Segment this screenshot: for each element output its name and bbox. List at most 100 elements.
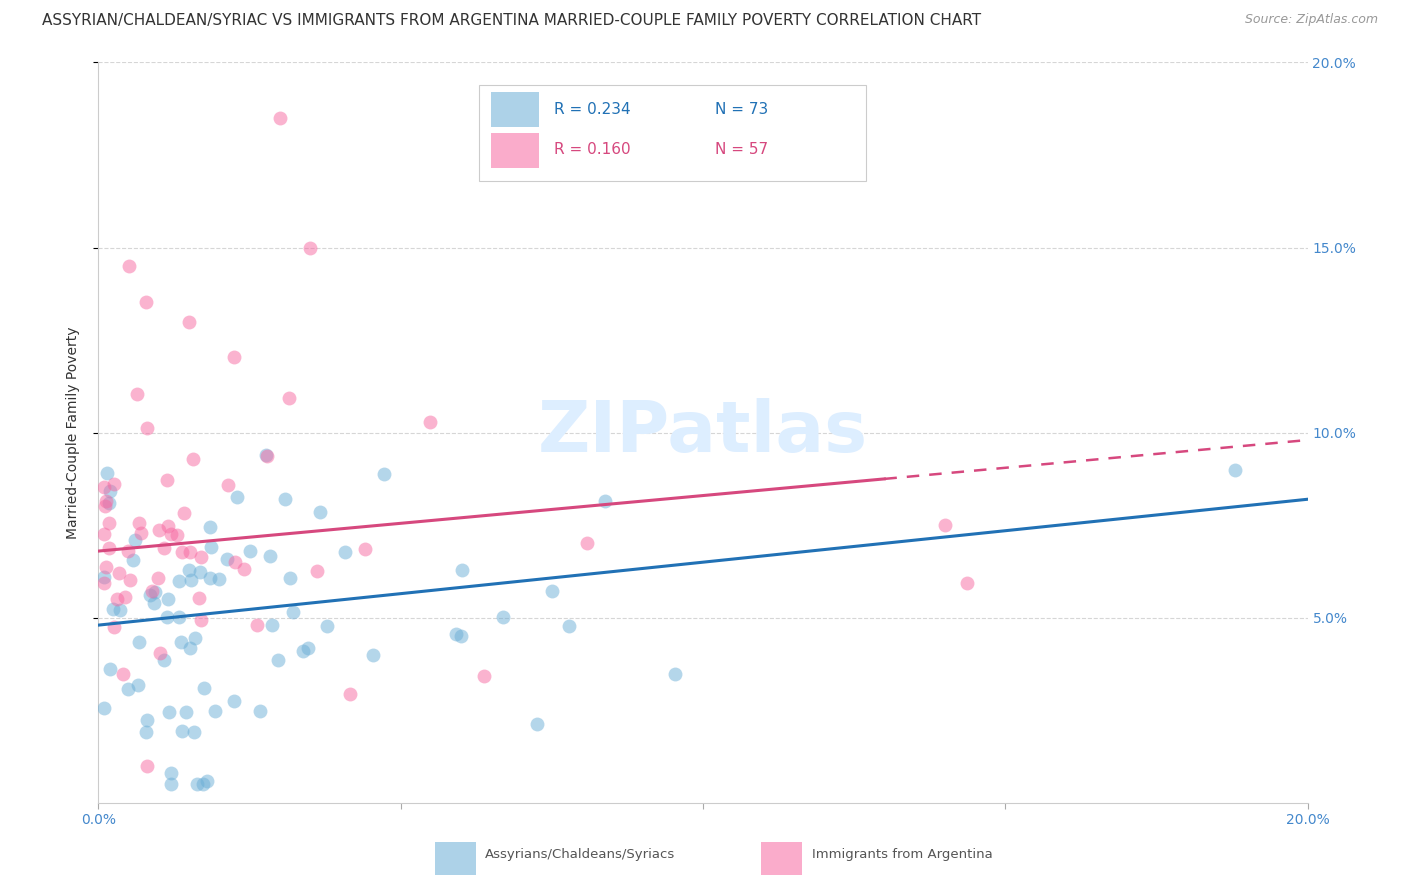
- Point: [160, 766, 183, 780]
- Y-axis label: Married-Couple Family Poverty: Married-Couple Family Poverty: [66, 326, 80, 539]
- Point: [111, 667, 134, 681]
- Point: [157, 592, 180, 607]
- Point: [191, 777, 214, 791]
- Point: [179, 563, 201, 577]
- Point: [664, 667, 686, 681]
- Point: [93, 701, 115, 715]
- Point: [217, 478, 239, 492]
- Point: [118, 573, 141, 587]
- Point: [183, 725, 205, 739]
- Point: [260, 618, 283, 632]
- Point: [239, 544, 262, 558]
- Point: [103, 620, 125, 634]
- Point: [280, 571, 302, 585]
- Point: [160, 777, 183, 791]
- Point: [157, 705, 180, 719]
- Text: N = 73: N = 73: [716, 102, 768, 117]
- Point: [593, 493, 616, 508]
- Point: [167, 610, 190, 624]
- Point: [193, 681, 215, 695]
- Text: Immigrants from Argentina: Immigrants from Argentina: [811, 848, 993, 861]
- Point: [200, 519, 222, 533]
- Point: [1223, 462, 1246, 476]
- Point: [93, 480, 115, 494]
- Point: [269, 111, 291, 125]
- Point: [207, 572, 229, 586]
- FancyBboxPatch shape: [492, 133, 538, 168]
- Point: [145, 585, 167, 599]
- FancyBboxPatch shape: [479, 85, 866, 181]
- Point: [373, 467, 395, 482]
- Point: [103, 476, 125, 491]
- Text: R = 0.160: R = 0.160: [554, 143, 631, 157]
- Point: [254, 448, 277, 462]
- Point: [96, 466, 118, 480]
- Text: R = 0.234: R = 0.234: [554, 102, 631, 117]
- Point: [233, 562, 256, 576]
- Point: [184, 631, 207, 645]
- Point: [149, 646, 172, 660]
- Point: [186, 777, 208, 791]
- Point: [540, 584, 562, 599]
- Point: [307, 564, 329, 578]
- FancyBboxPatch shape: [492, 92, 538, 127]
- Point: [146, 571, 169, 585]
- Point: [174, 705, 197, 719]
- Point: [297, 641, 319, 656]
- Point: [204, 704, 226, 718]
- Point: [141, 583, 163, 598]
- Point: [492, 610, 515, 624]
- Point: [172, 724, 194, 739]
- Point: [180, 573, 202, 587]
- Text: ZIPatlas: ZIPatlas: [538, 398, 868, 467]
- Point: [136, 713, 159, 727]
- Point: [179, 314, 201, 328]
- Point: [101, 602, 124, 616]
- Point: [224, 555, 246, 569]
- Text: ASSYRIAN/CHALDEAN/SYRIAC VS IMMIGRANTS FROM ARGENTINA MARRIED-COUPLE FAMILY POVE: ASSYRIAN/CHALDEAN/SYRIAC VS IMMIGRANTS F…: [42, 13, 981, 29]
- Point: [179, 640, 201, 655]
- Point: [135, 724, 157, 739]
- Point: [128, 516, 150, 531]
- Point: [98, 541, 121, 555]
- Point: [93, 526, 115, 541]
- Point: [299, 240, 322, 255]
- Point: [190, 565, 212, 579]
- Point: [156, 519, 179, 533]
- Point: [557, 619, 579, 633]
- Point: [148, 524, 170, 538]
- Point: [170, 544, 193, 558]
- Point: [200, 540, 222, 554]
- Point: [129, 525, 152, 540]
- Text: Source: ZipAtlas.com: Source: ZipAtlas.com: [1244, 13, 1378, 27]
- Point: [200, 571, 222, 585]
- Point: [124, 533, 146, 548]
- Point: [93, 576, 115, 591]
- Point: [156, 473, 179, 487]
- Point: [117, 681, 139, 696]
- Point: [339, 687, 361, 701]
- Point: [281, 605, 304, 619]
- Point: [114, 591, 136, 605]
- Point: [107, 566, 129, 580]
- Point: [259, 549, 281, 563]
- Point: [256, 449, 278, 463]
- Point: [93, 570, 115, 584]
- Point: [166, 527, 188, 541]
- Point: [277, 391, 299, 405]
- Point: [127, 678, 149, 692]
- Point: [224, 694, 246, 708]
- FancyBboxPatch shape: [434, 842, 475, 875]
- Point: [128, 635, 150, 649]
- Point: [125, 387, 148, 401]
- Point: [190, 549, 212, 564]
- Point: [156, 609, 179, 624]
- Point: [179, 544, 201, 558]
- Point: [97, 496, 120, 510]
- Point: [160, 526, 183, 541]
- Point: [135, 758, 157, 772]
- Point: [215, 551, 238, 566]
- Point: [267, 653, 290, 667]
- Point: [96, 494, 118, 508]
- Point: [450, 563, 472, 577]
